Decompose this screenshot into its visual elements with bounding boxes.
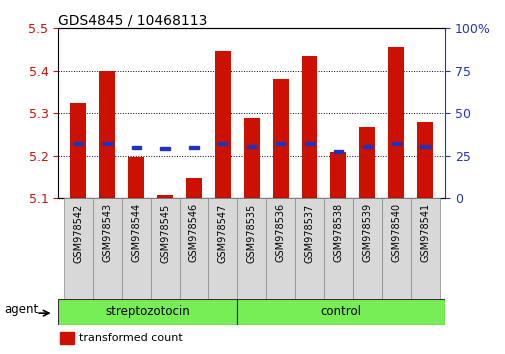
Bar xyxy=(93,198,122,299)
Text: GSM978547: GSM978547 xyxy=(218,203,227,263)
Text: GSM978537: GSM978537 xyxy=(304,203,314,263)
Bar xyxy=(215,51,230,198)
Text: GSM978543: GSM978543 xyxy=(102,203,112,262)
Bar xyxy=(150,198,179,299)
Bar xyxy=(272,79,288,198)
Bar xyxy=(416,122,432,198)
Bar xyxy=(60,332,74,344)
Bar xyxy=(131,146,140,149)
Bar xyxy=(387,47,403,198)
Text: streptozotocin: streptozotocin xyxy=(105,306,189,318)
Text: GSM978546: GSM978546 xyxy=(188,203,198,262)
Bar xyxy=(381,198,410,299)
Text: GSM978536: GSM978536 xyxy=(275,203,285,262)
Bar xyxy=(301,56,317,198)
Text: GDS4845 / 10468113: GDS4845 / 10468113 xyxy=(58,13,207,27)
Bar xyxy=(157,195,173,198)
Bar xyxy=(243,118,259,198)
Bar xyxy=(128,157,144,198)
Bar xyxy=(160,147,169,150)
Text: GSM978538: GSM978538 xyxy=(333,203,343,262)
Bar xyxy=(103,142,112,145)
Bar xyxy=(99,71,115,198)
Bar xyxy=(275,142,285,145)
Text: agent: agent xyxy=(5,303,39,316)
Text: GSM978540: GSM978540 xyxy=(390,203,400,262)
Bar xyxy=(246,145,256,148)
Bar xyxy=(362,145,371,148)
Bar xyxy=(305,142,314,145)
Bar xyxy=(122,198,150,299)
Bar xyxy=(359,127,375,198)
Bar xyxy=(330,152,345,198)
Bar xyxy=(70,103,86,198)
Text: GSM978535: GSM978535 xyxy=(246,203,256,263)
Bar xyxy=(391,142,400,145)
Text: transformed count: transformed count xyxy=(79,333,183,343)
Bar xyxy=(410,198,439,299)
Text: GSM978544: GSM978544 xyxy=(131,203,141,262)
Text: GSM978541: GSM978541 xyxy=(419,203,429,262)
Bar xyxy=(189,146,198,149)
Bar xyxy=(179,198,208,299)
Text: GSM978539: GSM978539 xyxy=(362,203,372,262)
Text: GSM978542: GSM978542 xyxy=(73,203,83,263)
Text: control: control xyxy=(320,306,361,318)
Bar xyxy=(58,299,236,325)
Bar xyxy=(420,145,429,148)
Bar xyxy=(208,198,237,299)
Bar xyxy=(236,299,444,325)
Bar xyxy=(323,198,352,299)
Bar xyxy=(218,142,227,145)
Bar xyxy=(74,142,83,145)
Bar xyxy=(294,198,323,299)
Bar xyxy=(352,198,381,299)
Bar xyxy=(333,150,342,153)
Bar xyxy=(64,198,93,299)
Bar xyxy=(237,198,266,299)
Bar xyxy=(266,198,294,299)
Text: GSM978545: GSM978545 xyxy=(160,203,170,263)
Bar xyxy=(186,178,201,198)
